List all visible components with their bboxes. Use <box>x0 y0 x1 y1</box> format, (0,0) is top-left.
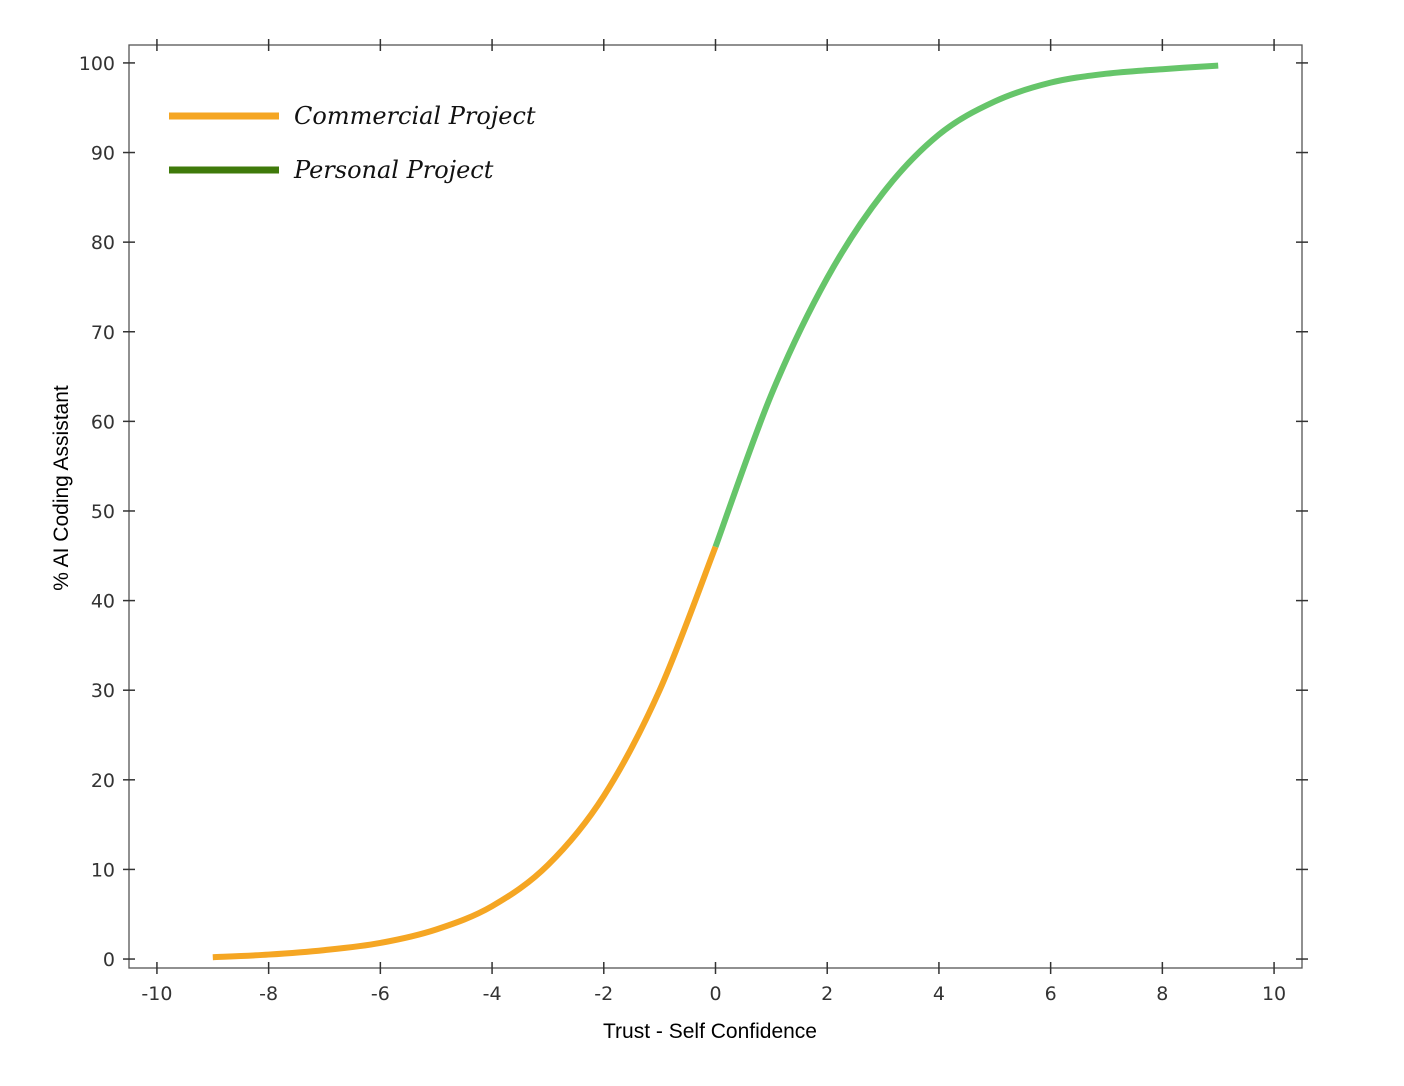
y-tick-label: 100 <box>79 53 115 75</box>
y-tick-label: 70 <box>91 322 115 344</box>
y-tick-label: 90 <box>91 143 115 165</box>
series-line-0 <box>212 545 719 961</box>
y-tick-label: 10 <box>91 859 115 881</box>
x-tick-label: 8 <box>1156 983 1168 1005</box>
x-tick-label: 10 <box>1262 983 1286 1005</box>
y-tick-label: 20 <box>91 770 115 792</box>
x-tick-label: 0 <box>709 983 721 1005</box>
y-tick-label: 40 <box>91 591 115 613</box>
y-tick-label: 80 <box>91 232 115 254</box>
x-tick-label: -6 <box>371 983 390 1005</box>
y-axis-label: % AI Coding Assistant <box>50 385 73 591</box>
x-tick-label: -2 <box>594 983 613 1005</box>
x-tick-label: -4 <box>483 983 502 1005</box>
series-lines <box>212 62 1219 961</box>
legend: Commercial Project Personal Project <box>169 102 536 184</box>
y-tick-label: 50 <box>91 501 115 523</box>
x-tick-label: -8 <box>259 983 278 1005</box>
x-tick-label: 4 <box>933 983 945 1005</box>
legend-label-0: Commercial Project <box>294 102 536 130</box>
series-line-1 <box>712 62 1219 548</box>
x-tick-label: 6 <box>1045 983 1057 1005</box>
x-tick-label: -10 <box>141 983 172 1005</box>
plot-area <box>128 44 1303 969</box>
y-tick-label: 30 <box>91 680 115 702</box>
y-tick-label: 0 <box>103 949 115 971</box>
legend-label-1: Personal Project <box>293 156 494 184</box>
x-tick-label: 2 <box>821 983 833 1005</box>
x-axis-label: Trust - Self Confidence <box>603 1020 817 1043</box>
y-tick-label: 60 <box>91 411 115 433</box>
